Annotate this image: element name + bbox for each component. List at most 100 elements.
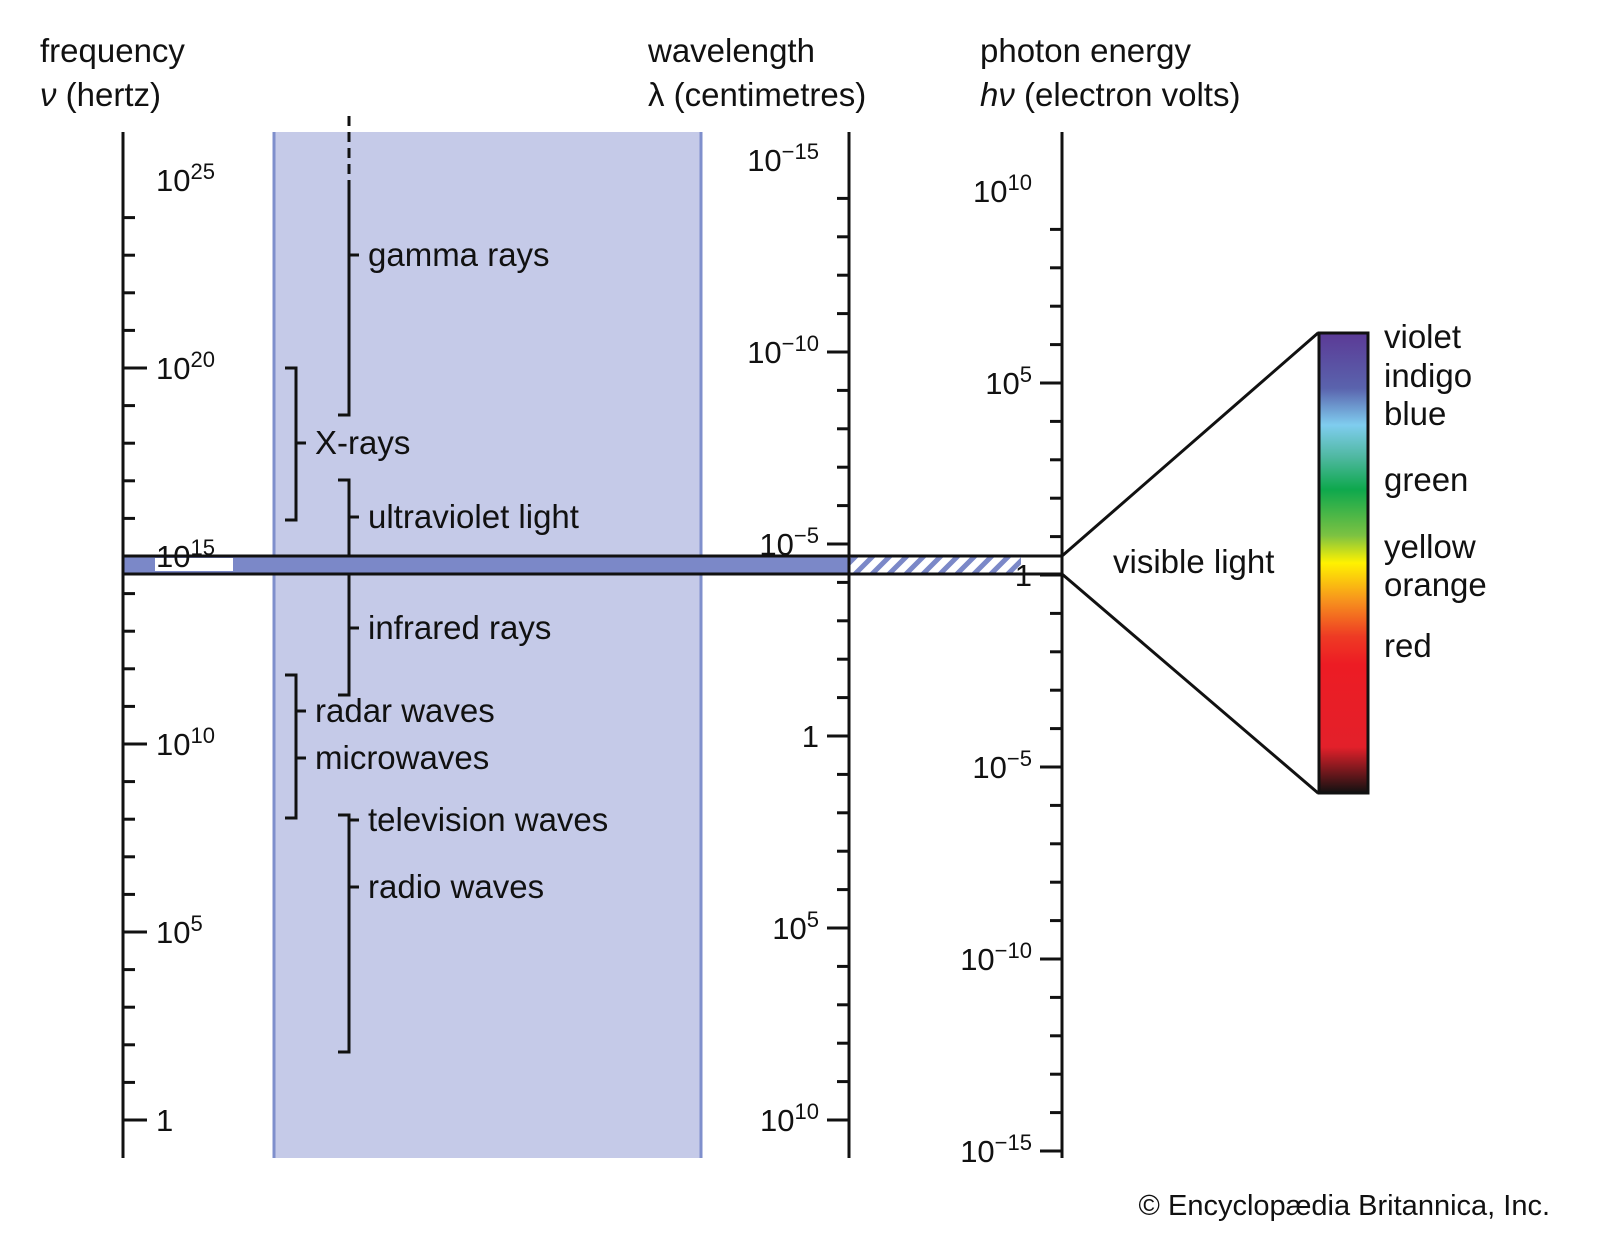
- infrared-bracket: [338, 574, 359, 697]
- tick-exponent: 5: [1020, 362, 1032, 387]
- wavelength-header: wavelength λ (centimetres): [647, 32, 866, 113]
- energy-tick-label: 10−15: [960, 1130, 1032, 1169]
- tick-base: 10: [772, 911, 806, 946]
- xray-bracket: [285, 366, 306, 522]
- radio-tv-bracket: [338, 813, 359, 1054]
- tick-base: 10: [973, 174, 1007, 209]
- color-blue: blue: [1384, 395, 1446, 432]
- axis-ticks: 1025102010151010105110−1510−1010−5110510…: [123, 139, 1062, 1169]
- tick-exponent: 10: [1008, 170, 1032, 195]
- tick-base: 10: [759, 527, 793, 562]
- energy-header: photon energy hν (electron volts): [980, 32, 1240, 113]
- frequency-tick-label: 1015: [156, 535, 215, 574]
- tick-exponent: 10: [190, 723, 214, 748]
- label-infrared: infrared rays: [368, 609, 551, 646]
- tick-base: 1: [1015, 558, 1032, 593]
- tick-exponent: 10: [795, 1099, 819, 1124]
- energy-unit: (electron volts): [1015, 76, 1241, 113]
- tick-exponent: 25: [190, 159, 214, 184]
- tick-exponent: 15: [190, 535, 214, 560]
- tick-base: 10: [156, 351, 190, 386]
- label-radar: radar waves: [315, 692, 495, 729]
- tick-exponent: −10: [782, 331, 819, 356]
- tick-base: 10: [760, 1103, 794, 1138]
- energy-tick-label: 10−5: [972, 746, 1032, 785]
- frequency-tick-label: 105: [156, 911, 203, 950]
- frequency-tick-label: 1010: [156, 723, 215, 762]
- svg-text:λ (centimetres): λ (centimetres): [648, 76, 866, 113]
- wavelength-tick-label: 1: [802, 719, 819, 754]
- energy-tick-label: 1010: [973, 170, 1032, 209]
- color-yellow: yellow: [1384, 528, 1476, 565]
- color-violet: violet: [1384, 318, 1461, 355]
- tick-base: 1: [156, 1103, 173, 1138]
- frequency-tick-label: 1025: [156, 159, 215, 198]
- tick-base: 10: [156, 915, 190, 950]
- energy-tick-label: 1: [1015, 558, 1032, 593]
- frequency-title: frequency: [40, 32, 185, 69]
- wavelength-title: wavelength: [647, 32, 815, 69]
- frequency-tick-label: 1: [156, 1103, 173, 1138]
- frequency-header: frequency ν (hertz): [40, 32, 185, 113]
- frequency-tick-label: 1020: [156, 347, 215, 386]
- tick-base: 10: [156, 163, 190, 198]
- visible-color-bar: [1317, 331, 1370, 795]
- label-x-rays: X-rays: [315, 424, 410, 461]
- wavelength-tick-label: 1010: [760, 1099, 819, 1138]
- tick-exponent: 5: [807, 907, 819, 932]
- spectrum-band-region: [274, 132, 701, 1158]
- band-brackets: [285, 116, 359, 1054]
- tick-base: 10: [985, 366, 1019, 401]
- tick-exponent: −15: [995, 1130, 1032, 1155]
- wavelength-tick-label: 105: [772, 907, 819, 946]
- tick-exponent: −10: [995, 938, 1032, 963]
- visible-strip-label-gap: [155, 558, 233, 571]
- label-visible-light: visible light: [1113, 543, 1274, 580]
- tick-base: 10: [747, 335, 781, 370]
- label-gamma-rays: gamma rays: [368, 236, 550, 273]
- tick-base: 1: [802, 719, 819, 754]
- energy-title: photon energy: [980, 32, 1192, 69]
- tick-exponent: −5: [794, 523, 819, 548]
- visible-strip: [123, 556, 849, 574]
- tick-exponent: 20: [190, 347, 214, 372]
- visible-expansion-bottom: [1061, 572, 1319, 795]
- color-green: green: [1384, 461, 1468, 498]
- svg-text:hν (electron volts): hν (electron volts): [980, 76, 1240, 113]
- tick-exponent: −15: [782, 139, 819, 164]
- tick-base: 10: [972, 750, 1006, 785]
- visible-strip-hatched: [849, 557, 1021, 573]
- tick-base: 10: [156, 539, 190, 574]
- frequency-symbol: ν: [40, 76, 57, 113]
- label-radio: radio waves: [368, 868, 544, 905]
- tick-base: 10: [156, 727, 190, 762]
- label-ultraviolet: ultraviolet light: [368, 498, 579, 535]
- copyright-credit: © Encyclopædia Britannica, Inc.: [1139, 1190, 1550, 1222]
- energy-tick-label: 105: [985, 362, 1032, 401]
- svg-text:ν (hertz): ν (hertz): [40, 76, 161, 113]
- wavelength-tick-label: 10−15: [747, 139, 819, 178]
- wavelength-unit: (centimetres): [665, 76, 867, 113]
- energy-tick-label: 10−10: [960, 938, 1032, 977]
- energy-symbol: hν: [980, 76, 1015, 113]
- color-indigo: indigo: [1384, 357, 1472, 394]
- label-television: television waves: [368, 801, 608, 838]
- color-orange: orange: [1384, 566, 1487, 603]
- uv-bracket: [338, 478, 359, 556]
- wavelength-symbol: λ: [648, 76, 665, 113]
- visible-expansion-top: [1061, 331, 1319, 558]
- wavelength-tick-label: 10−5: [759, 523, 819, 562]
- tick-base: 10: [747, 143, 781, 178]
- color-red: red: [1384, 627, 1432, 664]
- radar-microwave-bracket: [285, 673, 306, 820]
- tick-exponent: 5: [190, 911, 202, 936]
- tick-base: 10: [960, 942, 994, 977]
- label-microwaves: microwaves: [315, 739, 489, 776]
- tick-exponent: −5: [1007, 746, 1032, 771]
- tick-base: 10: [960, 1134, 994, 1169]
- color-labels: violet indigo blue green yellow orange r…: [1384, 318, 1487, 664]
- gamma-bracket: [338, 190, 359, 417]
- frequency-unit: (hertz): [57, 76, 162, 113]
- wavelength-tick-label: 10−10: [747, 331, 819, 370]
